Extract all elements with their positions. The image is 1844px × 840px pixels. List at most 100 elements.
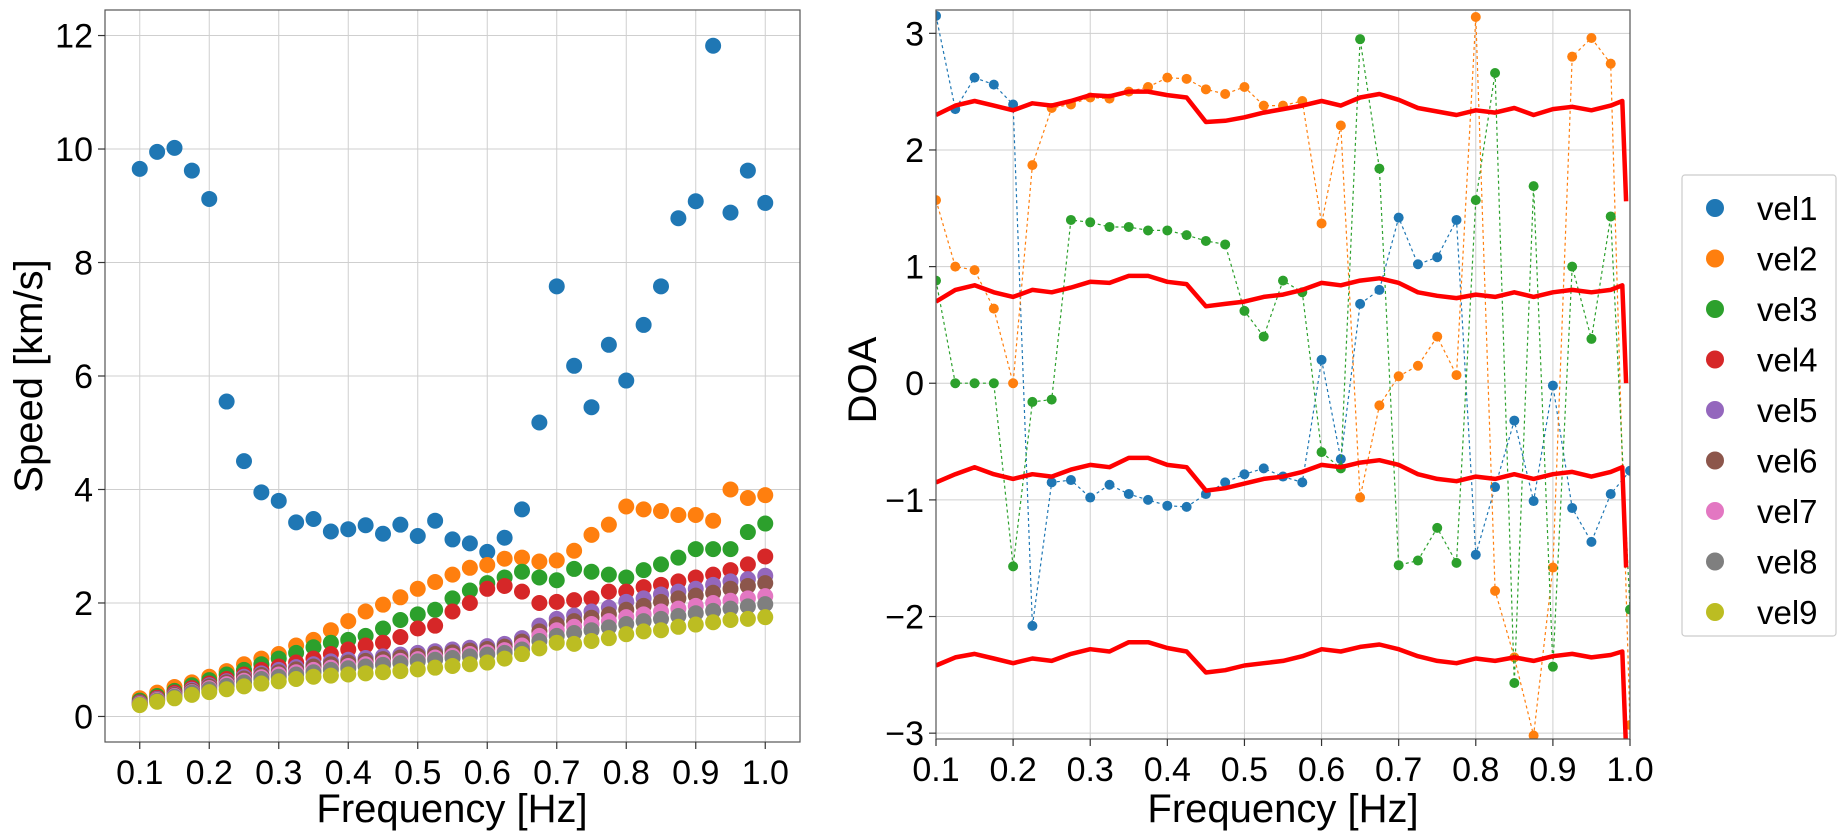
- doa-point-vel1: [1335, 454, 1346, 465]
- speed-point-vel9: [548, 634, 565, 651]
- speed-point-vel9: [270, 673, 287, 690]
- doa-point-vel1: [1470, 549, 1481, 560]
- speed-point-vel9: [653, 622, 669, 639]
- doa-point-vel3: [1220, 239, 1231, 250]
- speed-point-vel8: [653, 610, 669, 627]
- speed-point-vel9: [514, 646, 530, 663]
- doa-point-vel1: [1027, 620, 1038, 631]
- speed-point-vel4: [583, 590, 600, 607]
- doa-point-vel2: [1335, 120, 1346, 131]
- doa-point-vel2: [1239, 81, 1250, 92]
- speed-point-vel9: [288, 671, 305, 688]
- doa-point-vel3: [1143, 225, 1154, 236]
- legend-label-vel9: vel9: [1757, 594, 1818, 631]
- doa-point-vel3: [1008, 561, 1019, 572]
- doa-plot-area: [936, 10, 1630, 739]
- speed-y-tick-label: 8: [74, 245, 93, 283]
- doa-point-vel3: [1239, 305, 1250, 316]
- doa-point-vel3: [1432, 522, 1443, 533]
- speed-x-tick-label: 0.9: [672, 754, 719, 792]
- speed-point-vel1: [375, 525, 391, 542]
- legend-label-vel1: vel1: [1757, 190, 1818, 227]
- speed-point-vel9: [253, 675, 270, 692]
- speed-point-vel1: [253, 484, 270, 501]
- speed-point-vel1: [618, 372, 635, 389]
- doa-point-vel3: [1567, 261, 1578, 272]
- speed-point-vel2: [548, 552, 565, 569]
- speed-y-tick-label: 10: [55, 131, 93, 169]
- doa-x-tick-label: 0.6: [1298, 751, 1345, 789]
- speed-point-vel9: [461, 656, 478, 673]
- speed-point-vel3: [739, 524, 756, 541]
- speed-data-points: [131, 37, 774, 714]
- doa-x-tick-label: 0.4: [1144, 751, 1191, 789]
- legend-label-vel5: vel5: [1757, 392, 1818, 429]
- speed-point-vel3: [722, 541, 739, 558]
- speed-point-vel9: [427, 659, 444, 676]
- speed-point-vel1: [322, 523, 339, 540]
- speed-point-vel4: [375, 634, 391, 651]
- speed-point-vel3: [531, 569, 548, 586]
- speed-point-vel8: [757, 596, 774, 613]
- speed-series-vel9: [131, 609, 774, 714]
- speed-point-vel9: [479, 654, 496, 671]
- doa-reference-line-3: [936, 455, 1629, 568]
- doa-x-axis-label: Frequency [Hz]: [1147, 787, 1418, 831]
- speed-point-vel3: [705, 541, 722, 558]
- legend-box: [1681, 174, 1837, 637]
- legend-marker-vel1: [1706, 199, 1724, 217]
- speed-point-vel2: [705, 512, 722, 529]
- doa-point-vel2: [988, 303, 999, 314]
- doa-point-vel2: [1162, 72, 1173, 83]
- speed-point-vel3: [514, 563, 530, 580]
- speed-point-vel4: [409, 620, 426, 637]
- speed-point-vel2: [566, 542, 583, 559]
- speed-x-tick-label: 1.0: [742, 754, 789, 792]
- doa-series-vel1: [936, 10, 1630, 631]
- doa-point-vel3: [1258, 331, 1269, 342]
- speed-x-tick-label: 0.7: [533, 754, 580, 792]
- speed-point-vel4: [566, 592, 583, 609]
- doa-y-tick-label: −3: [885, 715, 924, 753]
- speed-point-vel2: [461, 559, 478, 576]
- doa-point-vel3: [1065, 214, 1076, 225]
- speed-point-vel1: [218, 393, 235, 410]
- doa-point-vel3: [1316, 447, 1327, 458]
- speed-point-vel1: [270, 492, 287, 509]
- speed-point-vel2: [340, 613, 357, 630]
- speed-point-vel9: [757, 609, 774, 626]
- doa-point-vel3: [1085, 217, 1096, 228]
- speed-point-vel2: [444, 566, 461, 583]
- doa-x-tick-label: 0.8: [1452, 751, 1499, 789]
- doa-point-vel1: [1220, 477, 1231, 488]
- speed-y-tick-label: 0: [74, 698, 93, 736]
- speed-point-vel2: [600, 516, 617, 533]
- speed-point-vel1: [340, 521, 357, 538]
- doa-reference-line-2: [936, 273, 1629, 384]
- speed-point-vel9: [635, 623, 652, 640]
- speed-point-vel8: [722, 600, 739, 617]
- speed-point-vel4: [600, 583, 617, 600]
- speed-point-vel4: [444, 603, 461, 620]
- speed-point-vel9: [149, 693, 166, 710]
- speed-point-vel3: [687, 541, 704, 558]
- speed-point-vel1: [600, 336, 617, 353]
- doa-point-vel3: [1374, 163, 1385, 174]
- speed-point-vel9: [496, 650, 513, 667]
- doa-point-vel1: [1567, 503, 1578, 514]
- speed-point-vel2: [618, 498, 635, 515]
- speed-point-vel1: [496, 529, 513, 546]
- doa-point-vel1: [1412, 259, 1423, 270]
- doa-x-tick-label: 0.3: [1067, 751, 1114, 789]
- speed-point-vel1: [757, 194, 774, 211]
- speed-point-vel4: [427, 617, 444, 634]
- speed-point-vel2: [583, 526, 600, 543]
- speed-point-vel4: [757, 548, 774, 565]
- speed-y-tick-label: 12: [55, 18, 93, 56]
- speed-point-vel8: [687, 605, 704, 622]
- doa-point-vel3: [1027, 396, 1038, 407]
- speed-point-vel1: [236, 453, 252, 470]
- doa-point-vel2: [1393, 371, 1404, 382]
- speed-point-vel4: [635, 579, 652, 596]
- speed-x-tick-label: 0.8: [603, 754, 650, 792]
